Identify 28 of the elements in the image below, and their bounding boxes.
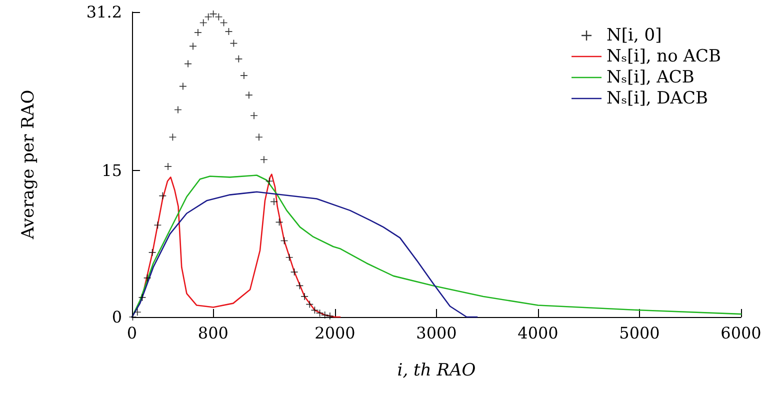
point [301,292,308,300]
x-tick-label: 5000 [619,324,660,342]
x-tick-label: 3000 [416,324,457,342]
y-tick-label: 0 [112,308,122,326]
legend-label: N[i, 0] [606,26,662,46]
y-tick-label: 31.2 [86,2,122,22]
point [194,29,202,36]
point [240,72,248,80]
x-tick-label: 0 [126,324,138,342]
point [270,198,278,206]
legend-label: Nₛ[i], ACB [606,68,694,88]
legend-label: Nₛ[i], DACB [606,88,708,108]
point [250,112,258,120]
x-axis-title: i, th RAO [397,360,476,380]
point [321,312,328,319]
x-tick-label: 800 [198,324,228,342]
point [326,312,334,320]
legend-label: Nₛ[i], no ACB [606,46,722,66]
point [134,308,141,316]
point [164,162,172,170]
x-tick-label: 2000 [314,324,356,342]
x-tick-label: 4000 [518,324,558,342]
x-tick-label: 6000 [720,324,762,342]
point [245,92,252,99]
y-axis-title: Average per RAO [18,90,38,240]
point [260,156,268,164]
point [255,134,262,141]
y-tick-label: 15 [102,160,122,180]
